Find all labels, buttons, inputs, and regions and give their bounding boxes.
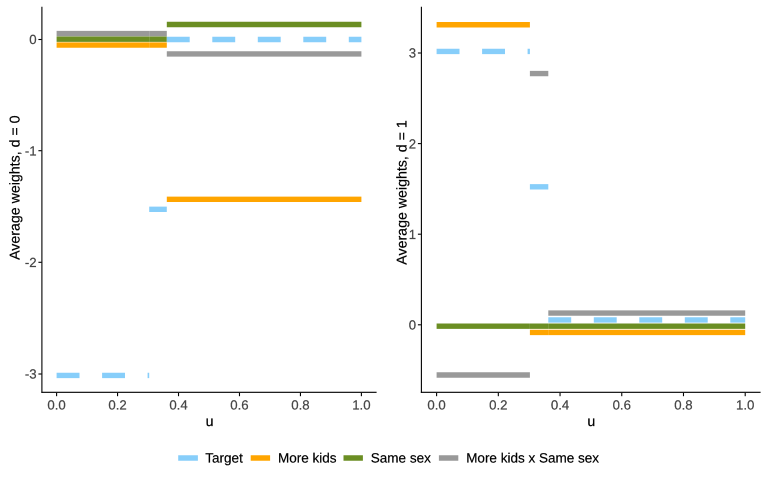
svg-text:Same sex: Same sex [371,451,431,466]
svg-text:0.8: 0.8 [291,397,309,412]
svg-text:Average weights, d = 1: Average weights, d = 1 [395,120,411,265]
svg-text:Target: Target [205,451,243,466]
svg-text:0.8: 0.8 [674,397,692,412]
svg-text:0.2: 0.2 [489,397,507,412]
svg-text:0.6: 0.6 [230,397,248,412]
svg-text:1.0: 1.0 [736,397,754,412]
svg-text:0.4: 0.4 [551,397,569,412]
svg-text:Average weights, d = 0: Average weights, d = 0 [8,115,24,260]
svg-text:2: 2 [409,136,416,151]
svg-text:u: u [206,414,214,430]
svg-text:3: 3 [409,46,416,61]
svg-text:-1: -1 [25,143,37,158]
svg-text:0.0: 0.0 [47,397,65,412]
svg-text:-2: -2 [25,255,37,270]
svg-text:u: u [587,414,595,430]
svg-text:0.6: 0.6 [613,397,631,412]
svg-text:More kids x Same sex: More kids x Same sex [466,451,599,466]
svg-text:0.4: 0.4 [169,397,187,412]
svg-text:0: 0 [29,32,36,47]
svg-text:0.2: 0.2 [108,397,126,412]
svg-text:1.0: 1.0 [352,397,370,412]
svg-text:-3: -3 [25,367,37,382]
svg-text:1: 1 [409,227,416,242]
svg-text:0: 0 [409,318,416,333]
svg-text:More kids: More kids [278,451,337,466]
svg-text:0.0: 0.0 [427,397,445,412]
